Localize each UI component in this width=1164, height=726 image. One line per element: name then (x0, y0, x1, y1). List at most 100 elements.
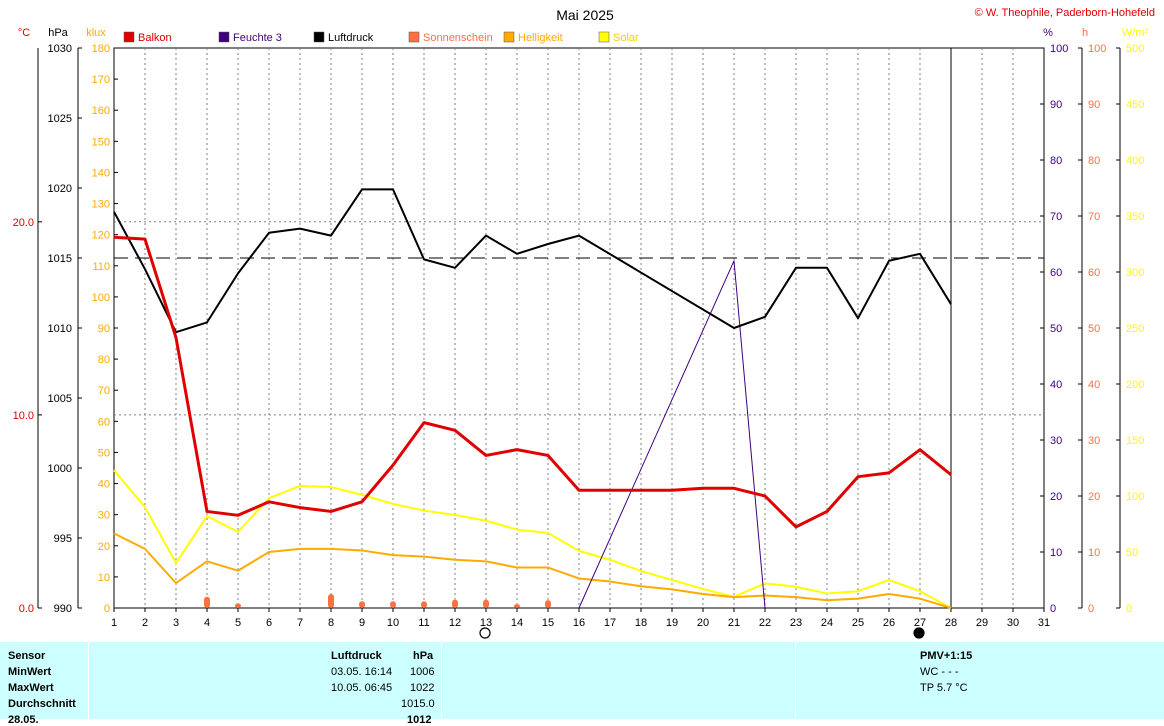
stats-row-label: Durchschnitt (8, 698, 76, 710)
solar-tick-label: 350 (1126, 211, 1144, 223)
solar-tick-label: 50 (1126, 547, 1138, 559)
x-tick-label: 18 (635, 617, 647, 629)
illuminance-unit-label: klux (86, 27, 106, 39)
sunshine-bar (204, 596, 210, 608)
temperature-tick-label: 10.0 (13, 410, 34, 422)
stats-wc: WC - - - (920, 666, 959, 678)
sunshine-bar (545, 600, 551, 608)
sunshine-bar (359, 601, 365, 608)
x-tick-label: 24 (821, 617, 833, 629)
solar-tick-label: 200 (1126, 379, 1144, 391)
illuminance-tick-label: 150 (92, 136, 110, 148)
stats-header-sensor: Sensor (8, 650, 46, 662)
illuminance-tick-label: 50 (98, 447, 110, 459)
pressure-tick-label: 995 (54, 533, 72, 545)
x-axis: 1 2 3 4 5 6 7 8 9 10 11 12 13 14 15 16 17 18 19 20 21 22 23 24 2… (111, 608, 1050, 639)
x-tick-label: 25 (852, 617, 864, 629)
stats-header-pmv: PMV+1:15 (920, 650, 973, 662)
x-tick-label: 12 (449, 617, 461, 629)
sunshine-tick-label: 30 (1088, 435, 1100, 447)
humidity-tick-label: 70 (1050, 211, 1062, 223)
right-axes: %0102030405060708090100h0102030405060708… (1040, 27, 1148, 615)
sunshine-unit-label: h (1082, 27, 1088, 39)
x-tick-label: 22 (759, 617, 771, 629)
humidity-tick-label: 40 (1050, 379, 1062, 391)
legend-swatch (598, 31, 610, 43)
x-tick-label: 13 (480, 617, 492, 629)
sunshine-bar (514, 604, 520, 608)
stats-header-name: Luftdruck (331, 650, 382, 662)
sunshine-bar (452, 599, 458, 608)
illuminance-tick-label: 0 (104, 603, 110, 615)
sunshine-bar (390, 601, 396, 608)
solar-tick-label: 300 (1126, 267, 1144, 279)
stats-header-unit: hPa (413, 650, 434, 662)
sunshine-tick-label: 20 (1088, 491, 1100, 503)
illuminance-tick-label: 90 (98, 323, 110, 335)
chart-credit: © W. Theophile, Paderborn-Hohefeld (975, 7, 1155, 19)
legend-label: Helligkeit (518, 32, 563, 44)
pressure-tick-label: 1025 (48, 113, 72, 125)
illuminance-tick-label: 70 (98, 385, 110, 397)
legend-label: Solar (613, 32, 639, 44)
temperature-tick-label: 20.0 (13, 217, 34, 229)
solar-tick-label: 150 (1126, 435, 1144, 447)
x-tick-label: 3 (173, 617, 179, 629)
sunshine-tick-label: 50 (1088, 323, 1100, 335)
stats-row-value: 1015.0 (401, 698, 435, 710)
x-tick-label: 5 (235, 617, 241, 629)
humidity-tick-label: 20 (1050, 491, 1062, 503)
solar-tick-label: 250 (1126, 323, 1144, 335)
legend-label: Feuchte 3 (233, 32, 282, 44)
legend-swatch (218, 31, 230, 43)
humidity-tick-label: 100 (1050, 43, 1068, 55)
series-line-luftdruck (113, 188, 952, 334)
x-tick-label: 26 (883, 617, 895, 629)
series-line-helligkeit (113, 532, 952, 609)
illuminance-tick-label: 40 (98, 479, 110, 491)
x-tick-label: 15 (542, 617, 554, 629)
pressure-tick-label: 990 (54, 603, 72, 615)
solar-tick-label: 100 (1126, 491, 1144, 503)
humidity-tick-label: 80 (1050, 155, 1062, 167)
illuminance-tick-label: 20 (98, 541, 110, 553)
x-tick-label: 30 (1007, 617, 1019, 629)
stats-row-label: 28.05. (8, 714, 39, 726)
series-lines (113, 188, 952, 609)
x-tick-label: 28 (945, 617, 957, 629)
x-tick-label: 20 (697, 617, 709, 629)
humidity-tick-label: 30 (1050, 435, 1062, 447)
pressure-tick-label: 1020 (48, 183, 72, 195)
sunshine-tick-label: 100 (1088, 43, 1106, 55)
x-tick-label: 6 (266, 617, 272, 629)
stats-row-label: MaxWert (8, 682, 54, 694)
chart-title: Mai 2025 (556, 7, 614, 23)
sunshine-tick-label: 70 (1088, 211, 1100, 223)
humidity-tick-label: 90 (1050, 99, 1062, 111)
pressure-unit-label: hPa (48, 27, 68, 39)
x-tick-label: 17 (604, 617, 616, 629)
legend-swatch (123, 31, 135, 43)
pressure-tick-label: 1030 (48, 43, 72, 55)
x-tick-label: 9 (359, 617, 365, 629)
sunshine-bar (483, 599, 489, 608)
sunshine-tick-label: 10 (1088, 547, 1100, 559)
humidity-tick-label: 0 (1050, 603, 1056, 615)
illuminance-tick-label: 100 (92, 292, 110, 304)
series-line-balkon (113, 235, 952, 529)
illuminance-tick-label: 30 (98, 510, 110, 522)
x-tick-label: 19 (666, 617, 678, 629)
x-tick-label: 23 (790, 617, 802, 629)
left-axes: °C0.010.020.0hPa990995100010051010101510… (13, 27, 118, 615)
illuminance-tick-label: 180 (92, 43, 110, 55)
stats-tp: TP 5.7 °C (920, 682, 968, 694)
sunshine-tick-label: 80 (1088, 155, 1100, 167)
x-tick-label: 2 (142, 617, 148, 629)
illuminance-tick-label: 130 (92, 199, 110, 211)
illuminance-tick-label: 120 (92, 230, 110, 242)
stats-row-value: 1022 (410, 682, 435, 694)
x-tick-label: 16 (573, 617, 585, 629)
moon-phase-new-icon (913, 627, 925, 639)
sunshine-tick-label: 40 (1088, 379, 1100, 391)
x-tick-label: 7 (297, 617, 303, 629)
